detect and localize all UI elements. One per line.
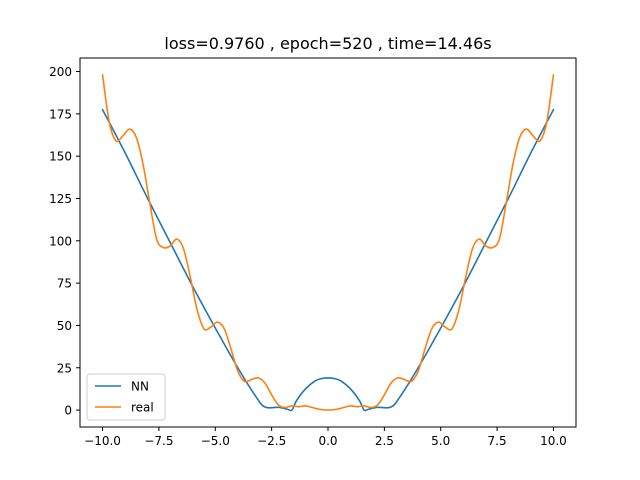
- series-line-nn: [101, 108, 555, 412]
- legend-label-nn: NN: [131, 380, 149, 394]
- x-tick-label: −7.5: [144, 434, 173, 448]
- x-tick-label: −10.0: [84, 434, 121, 448]
- x-tick-label: 5.0: [431, 434, 450, 448]
- plot-frame: [79, 57, 577, 428]
- x-tick-label: 2.5: [375, 434, 394, 448]
- y-tick-label: 150: [49, 150, 72, 164]
- y-tick-label: 50: [57, 319, 72, 333]
- x-tick-label: −5.0: [201, 434, 230, 448]
- y-tick-label: 25: [57, 361, 72, 375]
- y-axis: 0 25 50 75 100 125 150 175 200: [49, 65, 80, 418]
- x-axis: −10.0 −7.5 −5.0 −2.5 0.0 2.5 5.0 7.5 10.0: [84, 427, 567, 448]
- x-tick-label: 10.0: [540, 434, 567, 448]
- chart-title: loss=0.9760 , epoch=520 , time=14.46s: [164, 34, 491, 53]
- x-tick-label: 7.5: [488, 434, 507, 448]
- legend: NN real: [86, 373, 166, 421]
- y-tick-label: 75: [57, 277, 72, 291]
- x-tick-label: −2.5: [257, 434, 286, 448]
- y-tick-label: 100: [49, 234, 72, 248]
- y-tick-label: 125: [49, 192, 72, 206]
- series-layer: [101, 74, 555, 412]
- legend-label-real: real: [131, 401, 154, 415]
- x-tick-label: 0.0: [318, 434, 337, 448]
- y-tick-label: 175: [49, 107, 72, 121]
- series-line-real: [101, 74, 555, 411]
- y-tick-label: 0: [64, 404, 72, 418]
- y-tick-label: 200: [49, 65, 72, 79]
